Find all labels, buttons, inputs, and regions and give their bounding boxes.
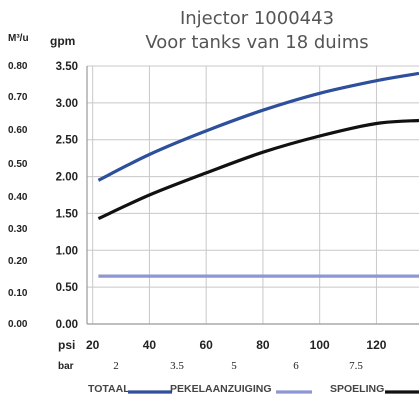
legend-label: TOTAAL xyxy=(88,383,130,395)
chart-subtitle: Voor tanks van 18 duims xyxy=(145,32,368,53)
x2-unit-label: bar xyxy=(58,361,74,372)
series-line-spoeling xyxy=(97,118,419,221)
x-tick-label: 100 xyxy=(310,338,330,352)
y2-tick-label: 0.10 xyxy=(8,288,28,299)
y2-tick-label: 0.20 xyxy=(8,256,28,267)
y-tick-label: 3.00 xyxy=(56,98,78,110)
series-line-totaal xyxy=(97,71,419,182)
y-tick-label: 1.50 xyxy=(56,208,78,220)
x-tick-label: 120 xyxy=(366,338,386,352)
x-unit-label: psi xyxy=(58,338,75,352)
series xyxy=(97,71,419,278)
y2-tick-label: 0.80 xyxy=(8,61,28,72)
y-tick-label: 1.00 xyxy=(56,245,78,257)
x-tick-label: 60 xyxy=(199,338,213,352)
grid xyxy=(86,65,419,325)
x2-tick-label: 7.5 xyxy=(349,360,363,372)
y2-tick-label: 0.50 xyxy=(8,159,28,170)
x-tick-label: 20 xyxy=(86,338,100,352)
y-tick-label: 3.50 xyxy=(56,61,78,73)
y-unit-left-label: M³/u xyxy=(8,33,29,44)
y2-tick-label: 0.60 xyxy=(8,125,28,136)
x2-tick-label: 5 xyxy=(231,360,237,372)
y-tick-label: 2.00 xyxy=(56,172,78,184)
x2-tick-label: 6 xyxy=(293,360,299,372)
legend-label: PEKELAANZUIGING xyxy=(170,383,272,395)
x2-tick-label: 2 xyxy=(113,360,119,372)
chart-title: Injector 1000443 xyxy=(180,8,334,29)
y-tick-label: 2.50 xyxy=(56,135,78,147)
y2-tick-label: 0.30 xyxy=(8,224,28,235)
x-tick-label: 40 xyxy=(143,338,157,352)
y2-tick-label: 0.70 xyxy=(8,92,28,103)
legend: TOTAAL PEKELAANZUIGING SPOELING xyxy=(88,383,419,395)
x-tick-label: 80 xyxy=(256,338,270,352)
y-unit-label: gpm xyxy=(50,34,75,48)
y2-tick-label: 0.40 xyxy=(8,192,28,203)
y-tick-label: 0.00 xyxy=(56,319,78,331)
y-tick-label: 0.50 xyxy=(56,282,78,294)
y2-tick-label: 0.00 xyxy=(8,319,28,330)
legend-label: SPOELING xyxy=(330,383,384,395)
x2-tick-label: 3.5 xyxy=(170,360,184,372)
tick-labels: 0.00 0.50 1.00 1.50 2.00 2.50 3.00 3.50 20 40 60 80… xyxy=(8,61,387,372)
